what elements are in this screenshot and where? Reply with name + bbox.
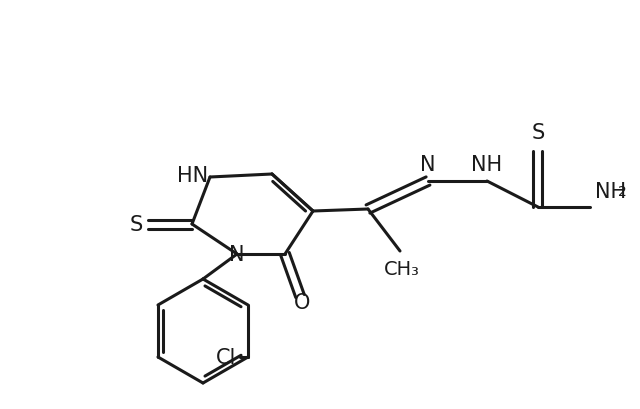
Text: NH: NH (472, 155, 502, 175)
Text: S: S (129, 214, 143, 234)
Text: N: N (229, 245, 244, 264)
Text: Cl: Cl (216, 347, 236, 367)
Text: N: N (420, 155, 436, 175)
Text: S: S (531, 123, 545, 143)
Text: 2: 2 (618, 184, 627, 198)
Text: O: O (294, 292, 310, 312)
Text: NH: NH (595, 182, 626, 202)
Text: HN: HN (177, 166, 208, 186)
Text: CH₃: CH₃ (384, 259, 420, 278)
